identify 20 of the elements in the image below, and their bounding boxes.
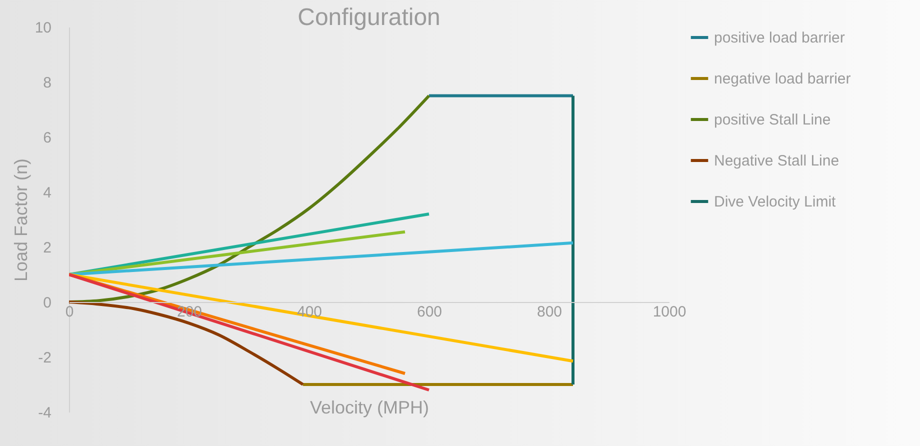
y-tick-label: 6 [43, 130, 52, 146]
legend-label: negative load barrier [714, 70, 851, 88]
y-tick-label: -2 [38, 350, 52, 366]
x-tick-label: 200 [176, 304, 202, 320]
x-tick-label: 600 [416, 304, 442, 320]
x-tick-label: 0 [65, 304, 74, 320]
legend-label: positive load barrier [714, 30, 845, 46]
y-tick-label: -4 [38, 404, 52, 422]
legend-label: Dive Velocity Limit [714, 194, 837, 210]
y-axis-title: Load Factor (n) [10, 158, 31, 282]
y-tick-label: 2 [43, 240, 52, 256]
chart-title: Configuration [298, 4, 440, 31]
x-tick-label: 1000 [652, 304, 686, 320]
legend-label: Negative Stall Line [714, 152, 840, 170]
y-tick-label: 10 [34, 20, 52, 36]
y-tick-label: 8 [43, 74, 52, 92]
x-tick-label: 800 [536, 304, 562, 320]
x-axis-title: Velocity (MPH) [310, 398, 430, 418]
y-tick-label: 4 [43, 184, 52, 202]
legend-label: positive Stall Line [714, 112, 831, 128]
